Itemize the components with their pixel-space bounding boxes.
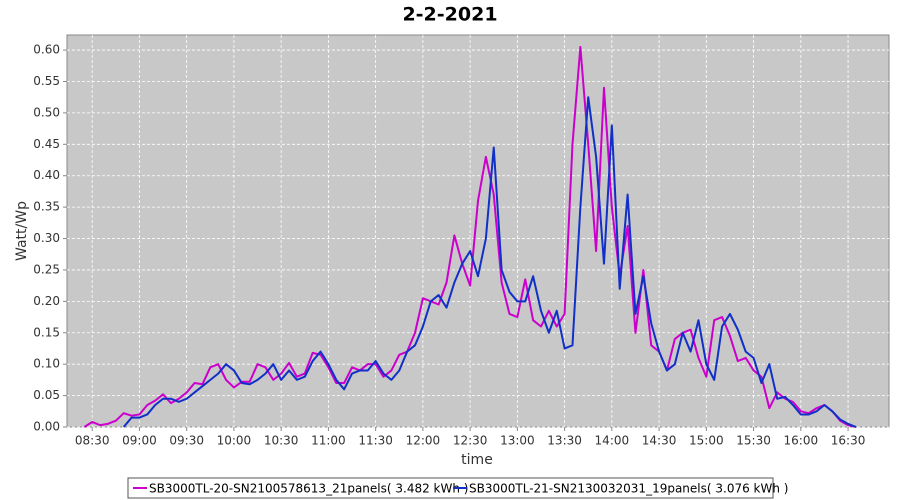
plot-area — [66, 34, 890, 428]
chart-title: 2-2-2021 — [402, 4, 497, 26]
y-tick-label: 0.25 — [33, 262, 60, 276]
x-tick-label: 12:00 — [406, 434, 441, 448]
x-tick-label: 15:00 — [689, 434, 724, 448]
x-tick-label: 09:30 — [169, 434, 204, 448]
x-tick-label: 10:30 — [264, 434, 299, 448]
y-tick-label: 0.50 — [33, 105, 60, 119]
legend-label: SB3000TL-20-SN2100578613_21panels( 3.482… — [149, 482, 468, 496]
x-tick-label: 12:30 — [453, 434, 488, 448]
x-tick-label: 11:00 — [311, 434, 346, 448]
x-tick-label: 09:00 — [122, 434, 157, 448]
x-tick-label: 10:00 — [217, 434, 252, 448]
y-tick-label: 0.60 — [33, 43, 60, 57]
legend — [127, 477, 774, 499]
series-line — [83, 45, 857, 428]
y-tick-label: 0.45 — [33, 137, 60, 151]
y-axis-title: Watt/Wp — [14, 201, 30, 261]
x-tick-label: 15:30 — [736, 434, 771, 448]
series-line — [122, 96, 857, 428]
legend-label: SB3000TL-21-SN2130032031_19panels( 3.076… — [469, 482, 788, 496]
y-tick-label: 0.10 — [33, 357, 60, 371]
y-tick-label: 0.05 — [33, 388, 60, 402]
x-tick-label: 16:00 — [784, 434, 819, 448]
x-tick-label: 11:30 — [358, 434, 393, 448]
x-tick-label: 14:00 — [595, 434, 630, 448]
x-tick-label: 14:30 — [642, 434, 677, 448]
y-tick-label: 0.20 — [33, 294, 60, 308]
x-axis-title: time — [461, 452, 493, 468]
y-tick-label: 0.35 — [33, 200, 60, 214]
y-tick-label: 0.40 — [33, 168, 60, 182]
y-tick-label: 0.15 — [33, 325, 60, 339]
y-tick-label: 0.30 — [33, 231, 60, 245]
x-tick-label: 13:00 — [500, 434, 535, 448]
x-tick-label: 08:30 — [75, 434, 110, 448]
x-tick-label: 13:30 — [547, 434, 582, 448]
x-tick-label: 16:30 — [831, 434, 866, 448]
y-tick-label: 0.00 — [33, 420, 60, 434]
y-tick-label: 0.55 — [33, 74, 60, 88]
